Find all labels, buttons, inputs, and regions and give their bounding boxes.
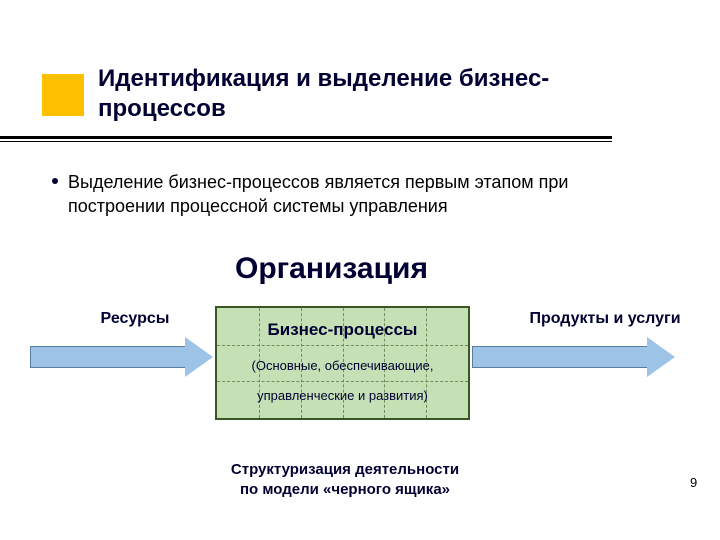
page-number: 9 (690, 475, 697, 490)
caption-line2: по модели «черного ящика» (240, 481, 450, 498)
title-underline-thin (0, 141, 612, 142)
caption-line1: Структуризация деятельности (231, 461, 459, 478)
bp-box-line2: (Основные, обеспечивающие, (217, 358, 468, 373)
title-text: Идентификация и выделение бизнес-процесс… (98, 65, 549, 122)
bullet-text: Выделение бизнес-процессов является перв… (68, 170, 608, 219)
output-arrow-body (472, 346, 647, 368)
bp-grid-h (217, 381, 468, 382)
title-underline-thick (0, 136, 612, 139)
input-arrow-body (30, 346, 185, 368)
input-arrow-head (185, 337, 213, 377)
slide-title: Идентификация и выделение бизнес-процесс… (98, 64, 658, 124)
resources-label: Ресурсы (80, 310, 190, 328)
diagram-caption: Структуризация деятельности по модели «ч… (215, 460, 475, 501)
organization-heading: Организация (235, 252, 428, 286)
bullet-dot (52, 178, 58, 184)
bp-grid-h (217, 345, 468, 346)
products-label: Продукты и услуги (510, 310, 700, 328)
title-accent-square (42, 74, 84, 116)
bp-box-title: Бизнес-процессы (217, 320, 468, 340)
business-process-box: Бизнес-процессы (Основные, обеспечивающи… (215, 306, 470, 420)
output-arrow-head (647, 337, 675, 377)
bp-box-line3: управленческие и развития) (217, 388, 468, 403)
